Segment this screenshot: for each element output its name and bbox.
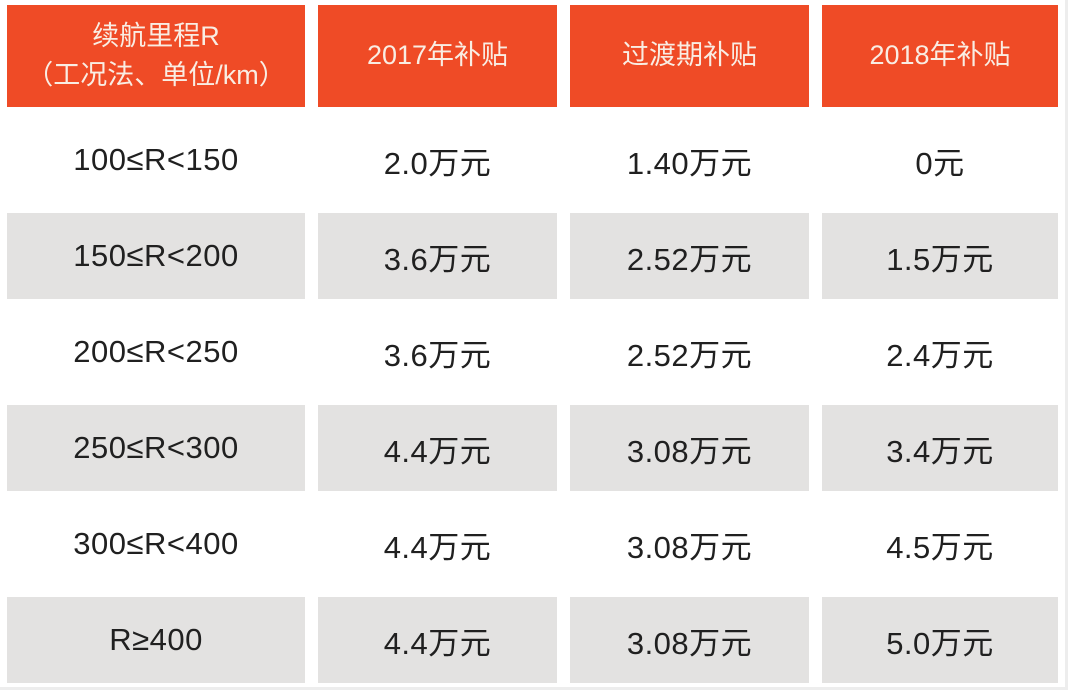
range-cell: R≥400 [7,597,305,683]
subsidy-2018-cell: 3.4万元 [822,405,1058,491]
subsidy-2017-cell: 2.0万元 [318,117,557,203]
range-cell: 200≤R<250 [7,309,305,395]
subsidy-transition-cell: 3.08万元 [570,597,809,683]
subsidy-transition-cell: 3.08万元 [570,501,809,587]
range-cell: 100≤R<150 [7,117,305,203]
subsidy-2017-cell: 3.6万元 [318,309,557,395]
subsidy-2017-cell: 3.6万元 [318,213,557,299]
subsidy-2018-cell: 0元 [822,117,1058,203]
column-header-range-line2: （工况法、单位/km） [26,60,286,90]
column-header-2018-subsidy: 2018年补贴 [822,5,1058,107]
subsidy-transition-cell: 1.40万元 [570,117,809,203]
subsidy-transition-cell: 2.52万元 [570,213,809,299]
subsidy-2017-cell: 4.4万元 [318,501,557,587]
subsidy-2018-cell: 5.0万元 [822,597,1058,683]
column-header-range: 续航里程R （工况法、单位/km） [7,5,305,107]
subsidy-2017-cell: 4.4万元 [318,405,557,491]
subsidy-transition-cell: 3.08万元 [570,405,809,491]
subsidy-2017-cell: 4.4万元 [318,597,557,683]
subsidy-transition-cell: 2.52万元 [570,309,809,395]
subsidy-2018-cell: 1.5万元 [822,213,1058,299]
range-cell: 150≤R<200 [7,213,305,299]
column-header-range-line1: 续航里程R [92,20,220,51]
column-header-2017-subsidy: 2017年补贴 [318,5,557,107]
range-cell: 300≤R<400 [7,501,305,587]
column-header-transition-subsidy: 过渡期补贴 [570,5,809,107]
subsidy-2018-cell: 2.4万元 [822,309,1058,395]
subsidy-table: 续航里程R （工况法、单位/km） 2017年补贴 过渡期补贴 2018年补贴 … [7,5,1058,683]
range-cell: 250≤R<300 [7,405,305,491]
subsidy-2018-cell: 4.5万元 [822,501,1058,587]
